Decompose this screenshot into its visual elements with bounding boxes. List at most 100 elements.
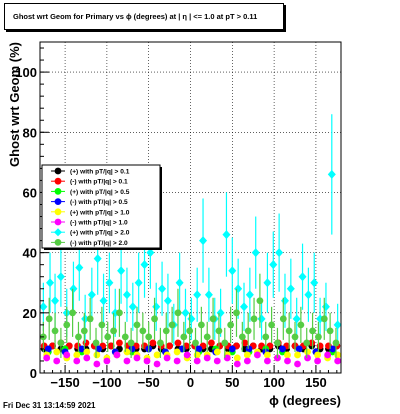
legend-marker	[54, 177, 62, 185]
data-point	[63, 351, 71, 359]
data-point	[275, 248, 284, 258]
data-point	[304, 354, 311, 362]
data-point	[121, 333, 129, 341]
data-point	[286, 284, 295, 294]
data-point	[140, 260, 149, 270]
data-point	[193, 357, 201, 365]
data-point	[193, 290, 202, 300]
data-point	[107, 342, 115, 350]
data-point	[233, 354, 241, 362]
data-point	[294, 351, 301, 359]
y-axis-label: Ghost wrt Geom (%)	[7, 42, 22, 167]
data-point	[98, 321, 106, 329]
data-point	[308, 339, 316, 347]
data-point	[63, 321, 71, 329]
x-tick-label: −150	[50, 375, 79, 390]
y-tick-label: 40	[23, 246, 37, 261]
y-tick-label: 0	[30, 366, 37, 381]
data-point	[128, 302, 137, 312]
data-point	[245, 345, 253, 353]
data-point	[123, 357, 131, 365]
data-point	[157, 339, 164, 347]
data-point	[110, 327, 117, 335]
x-tick-label: 150	[305, 375, 327, 390]
data-point	[208, 339, 215, 347]
data-point	[245, 290, 254, 300]
data-point	[215, 327, 223, 335]
data-point	[204, 290, 213, 300]
data-point	[315, 333, 322, 341]
x-tick-label: −50	[138, 375, 160, 390]
data-point	[324, 351, 332, 359]
data-point	[51, 327, 59, 335]
data-point	[146, 248, 155, 258]
series-group	[39, 273, 340, 358]
data-point	[238, 333, 246, 341]
legend-marker	[54, 198, 62, 206]
legend-marker	[54, 208, 62, 216]
y-tick-label: 20	[23, 306, 37, 321]
data-point	[298, 272, 307, 282]
data-point	[244, 327, 252, 335]
data-point	[174, 309, 182, 317]
data-point	[233, 360, 241, 368]
data-point	[174, 339, 182, 347]
data-point	[87, 290, 96, 300]
data-point	[269, 260, 278, 270]
data-point	[180, 333, 188, 341]
chart-title: Ghost wrt Geom for Primary vs ϕ (degrees…	[13, 12, 258, 21]
data-point	[166, 342, 173, 350]
legend-label: (+) with pT/|q| > 0.1	[70, 169, 130, 176]
data-point	[181, 308, 190, 318]
data-point	[133, 321, 141, 329]
data-point	[133, 354, 141, 362]
data-point	[116, 309, 123, 317]
legend-label: (+) with pT/|q| > 2.0	[70, 230, 130, 237]
data-point	[53, 357, 61, 365]
data-point	[334, 351, 342, 359]
data-point	[334, 357, 342, 365]
data-point	[83, 354, 91, 362]
data-point	[297, 321, 305, 329]
data-point	[75, 263, 84, 273]
data-point	[175, 278, 184, 288]
data-point	[195, 345, 203, 353]
legend-label: (+) with pT/|q| > 1.0	[70, 209, 130, 216]
data-point	[51, 296, 60, 306]
data-point	[158, 284, 167, 294]
data-point	[209, 315, 217, 323]
data-point	[99, 296, 108, 306]
y-tick-label: 100	[15, 65, 37, 80]
data-point	[251, 248, 260, 258]
data-point	[46, 278, 55, 288]
data-point	[93, 351, 101, 359]
data-point	[103, 357, 111, 365]
data-point	[153, 351, 161, 359]
data-point	[309, 327, 316, 335]
data-point	[93, 360, 101, 368]
legend-marker	[54, 188, 62, 195]
legend-label: (+) with pT/|q| > 0.5	[70, 189, 130, 196]
data-point	[69, 284, 78, 294]
x-tick-label: 50	[225, 375, 239, 390]
x-tick-label: −100	[92, 375, 121, 390]
data-point	[333, 320, 342, 330]
data-point	[243, 357, 251, 365]
x-axis-label: ϕ (degrees)	[269, 393, 341, 408]
data-point	[199, 236, 208, 246]
x-tick-label: 100	[263, 375, 285, 390]
legend-marker	[54, 218, 62, 226]
data-point	[223, 354, 231, 362]
data-point	[263, 278, 272, 288]
data-point	[168, 321, 176, 329]
data-point	[153, 360, 161, 368]
data-point	[81, 314, 90, 324]
legend-marker	[54, 239, 62, 246]
data-point	[117, 266, 126, 276]
legend-label: (-) with pT/|q| > 1.0	[70, 220, 128, 227]
data-point	[44, 345, 52, 353]
data-point	[83, 348, 91, 356]
x-tick-label: 0	[187, 375, 194, 390]
data-point	[292, 314, 301, 324]
